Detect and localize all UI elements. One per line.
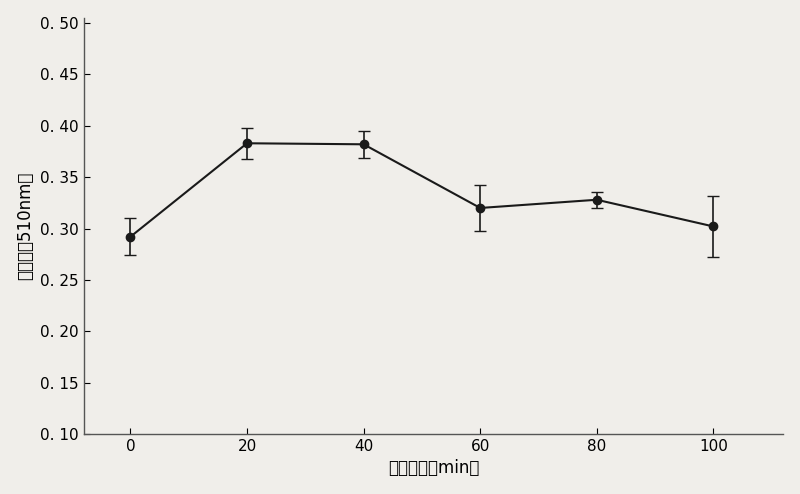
Y-axis label: 吸光値（510nm）: 吸光値（510nm） (17, 172, 34, 280)
X-axis label: 超声时间（min）: 超声时间（min） (388, 459, 479, 477)
